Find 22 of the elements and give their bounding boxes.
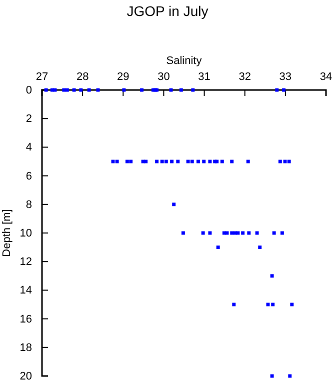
x-tick-label: 29: [117, 71, 130, 83]
y-tick-label: 0: [26, 84, 32, 97]
x-tick-label: 30: [158, 71, 170, 83]
chart-title: JGOP in July: [126, 3, 208, 19]
x-tick-label: 33: [279, 71, 292, 83]
y-tick-label: 8: [26, 198, 32, 211]
y-tick-label: 14: [20, 284, 32, 297]
x-tick-label: 32: [238, 71, 251, 83]
y-tick-label: 10: [20, 228, 32, 240]
y-tick-label: 2: [26, 113, 32, 126]
y-tick-label: 4: [26, 142, 32, 154]
y-tick-label: 18: [20, 342, 32, 354]
x-tick-label: 31: [198, 71, 210, 83]
y-tick-label: 16: [20, 313, 32, 326]
y-tick-label: 6: [26, 170, 32, 182]
x-axis-title: Salinity: [166, 55, 202, 67]
x-tick-label: 28: [76, 71, 89, 83]
y-axis-title: Depth [m]: [1, 209, 13, 257]
x-tick-label: 27: [36, 71, 48, 83]
y-tick-label: 12: [20, 256, 32, 268]
y-tick-label: 20: [20, 370, 32, 383]
x-tick-label: 34: [320, 71, 332, 83]
